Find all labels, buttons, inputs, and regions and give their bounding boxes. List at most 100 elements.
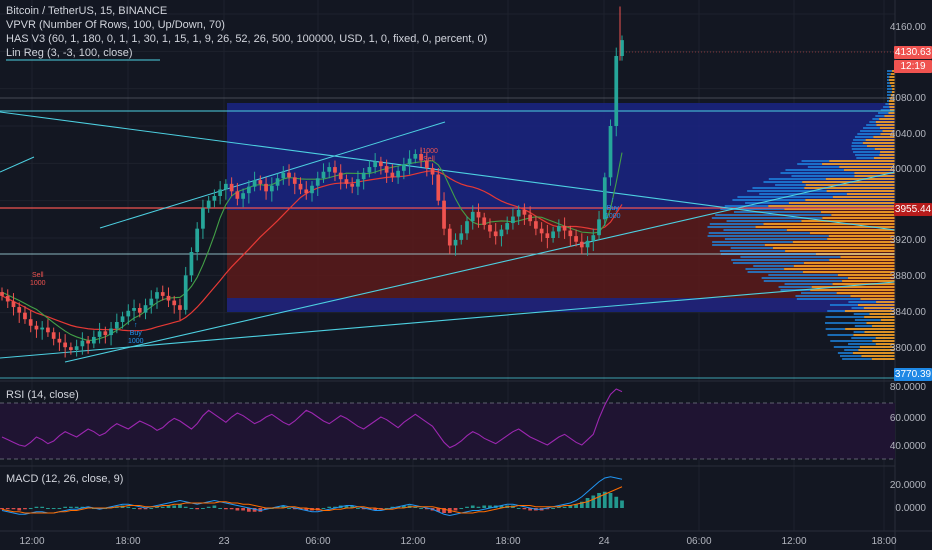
candle <box>350 183 355 187</box>
volume-bar <box>793 265 895 267</box>
rsi-title[interactable]: RSI (14, close) <box>6 389 79 401</box>
volume-bar <box>866 145 895 147</box>
volume-bar <box>719 250 786 252</box>
candle <box>470 211 475 222</box>
volume-bar <box>878 112 889 114</box>
candle <box>269 185 274 192</box>
candle <box>482 217 487 225</box>
buy-signal: ↑ Buy 1000 <box>128 322 144 345</box>
macd-histogram-bar <box>321 508 326 509</box>
candle <box>465 221 469 234</box>
candle <box>344 179 349 184</box>
price-tick: 4080.00 <box>889 93 926 104</box>
candle <box>419 154 423 161</box>
candle <box>367 167 372 173</box>
macd-histogram-bar <box>384 508 389 509</box>
volume-bar <box>880 109 890 111</box>
macd-histogram-bar <box>143 508 148 510</box>
indicator-has[interactable]: HAS V3 (60, 1, 180, 0, 1, 1, 30, 1, 15, … <box>6 33 488 45</box>
volume-bar <box>858 349 895 351</box>
volume-bar <box>801 220 895 222</box>
volume-bar <box>731 259 830 261</box>
volume-bar <box>829 304 859 306</box>
macd-histogram-bar <box>551 508 555 509</box>
candle <box>528 214 533 222</box>
volume-bar <box>864 331 895 333</box>
volume-bar <box>887 79 890 81</box>
volume-bar <box>784 208 895 210</box>
candle <box>430 168 435 175</box>
volume-bar <box>708 232 810 234</box>
candle <box>447 228 452 246</box>
volume-bar <box>890 94 895 96</box>
macd-histogram-bar <box>620 500 624 508</box>
volume-bar <box>844 310 895 312</box>
macd-histogram-bar <box>63 506 68 508</box>
macd-histogram-bar <box>419 508 423 509</box>
candle <box>591 235 596 241</box>
candle <box>516 210 521 217</box>
symbol-title[interactable]: Bitcoin / TetherUS, 15, BINANCE <box>6 5 168 17</box>
macd-histogram-bar <box>574 504 578 508</box>
macd-histogram-bar <box>579 501 584 508</box>
volume-bar <box>888 112 895 114</box>
macd-histogram-bar <box>545 508 550 510</box>
volume-bar <box>850 295 895 297</box>
macd-histogram-bar <box>413 506 418 508</box>
candle <box>5 295 10 302</box>
time-tick: 12:00 <box>781 536 807 547</box>
price-tick: 4000.00 <box>889 164 926 175</box>
signal-series <box>1 486 623 514</box>
volume-bar <box>802 181 895 183</box>
trendlines[interactable] <box>0 111 896 363</box>
volume-bar <box>720 208 785 210</box>
volume-bar <box>854 325 873 327</box>
candle <box>476 211 481 218</box>
volume-bar <box>840 355 862 357</box>
macd-histogram-bar <box>436 508 441 512</box>
macd-histogram-bar <box>126 506 131 508</box>
volume-bar <box>829 259 895 261</box>
candle <box>459 233 464 240</box>
macd-histogram-bar <box>51 508 56 509</box>
volume-bar <box>875 121 895 123</box>
macd-histogram-bar <box>608 493 613 508</box>
macd-histogram-bar <box>0 508 4 510</box>
indicator-linreg[interactable]: Lin Reg (3, -3, 100, close) <box>6 47 133 59</box>
macd-histogram-bar <box>241 508 245 511</box>
macd-histogram-bar <box>212 505 217 508</box>
candle <box>137 308 142 313</box>
indicator-vpvr[interactable]: VPVR (Number Of Rows, 100, Up/Down, 70) <box>6 19 225 31</box>
volume-bar <box>843 169 895 171</box>
volume-bar <box>887 82 890 84</box>
volume-bar <box>879 118 895 120</box>
macd-histogram-bar <box>602 491 607 508</box>
candle <box>166 295 171 301</box>
volume-bar <box>876 301 895 303</box>
volume-bar <box>747 190 827 192</box>
candle <box>310 185 314 194</box>
volume-bar <box>836 292 895 294</box>
macd-title[interactable]: MACD (12, 26, close, 9) <box>6 473 124 485</box>
macd-histogram-bar <box>86 506 90 508</box>
volume-bar <box>856 157 874 159</box>
macd-histogram-bar <box>166 505 171 508</box>
macd-histogram-bar <box>34 506 39 508</box>
rsi-band <box>0 403 895 459</box>
macd-histogram-bar <box>57 508 62 509</box>
volume-bar <box>851 148 875 150</box>
volume-profile <box>707 70 895 360</box>
candle <box>511 216 515 224</box>
volume-bar <box>797 163 823 165</box>
volume-bar <box>802 271 895 273</box>
candle <box>86 340 90 344</box>
volume-bar <box>805 184 895 186</box>
volume-bar <box>875 115 885 117</box>
macd-histogram-bar <box>373 508 378 511</box>
candle <box>28 319 33 326</box>
candle <box>568 230 573 237</box>
macd-pane <box>0 476 624 517</box>
candle <box>103 331 108 336</box>
macd-histogram-bar <box>46 508 50 509</box>
